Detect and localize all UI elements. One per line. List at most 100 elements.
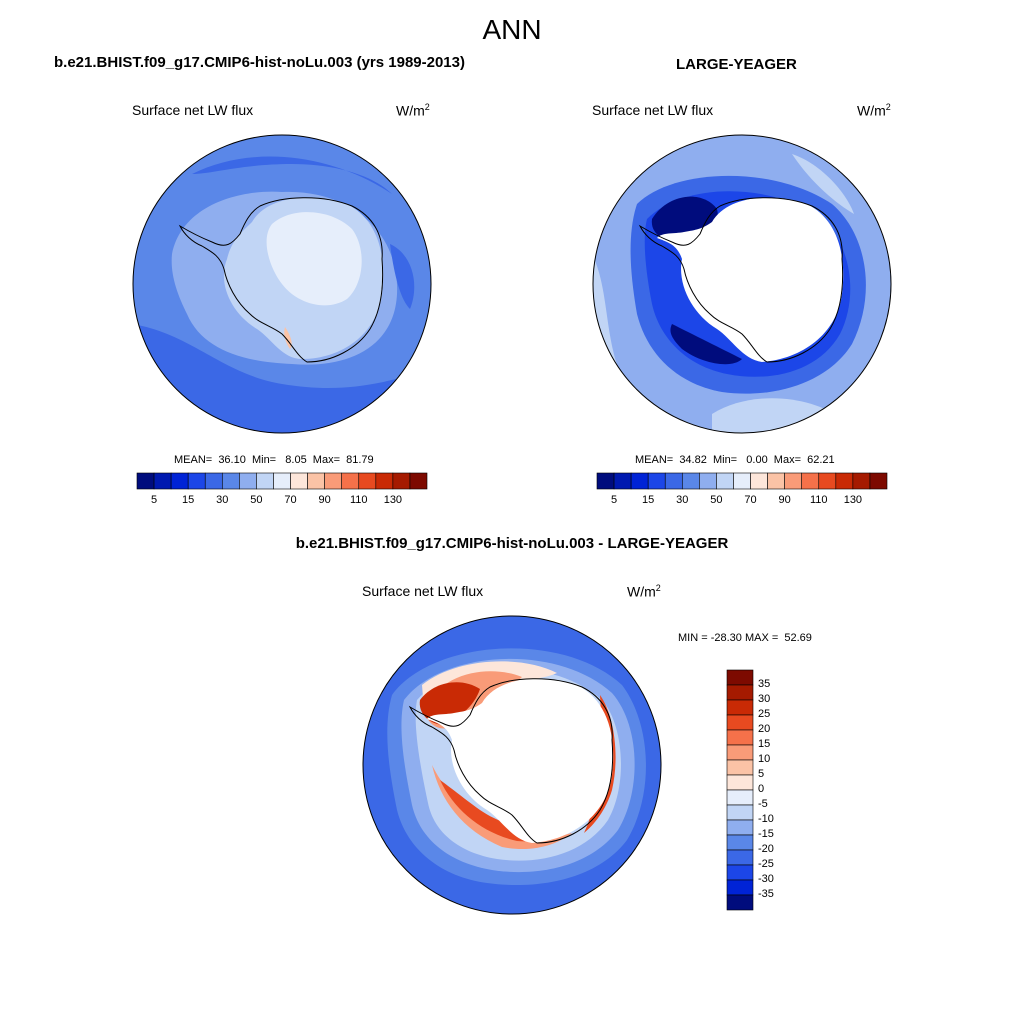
model-colorbar-box [170,472,189,490]
obs-colorbar-box [630,472,649,490]
obs-colorbar-tick-label: 70 [744,494,757,506]
diff-colorbar-tick-label: 20 [758,723,771,735]
obs-units-label: W/m2 [857,102,891,119]
model-colorbar-box [256,472,274,490]
model-colorbar-box [307,472,325,490]
diff-stats: MIN = -28.30 MAX = 52.69 [678,632,812,644]
obs-polar-map [592,134,892,434]
diff-colorbar-box [726,714,754,731]
diff-colorbar-box [726,669,754,686]
obs-colorbar-box [613,472,632,490]
model-colorbar-tick-label: 130 [383,494,403,506]
diff-colorbar-box [726,879,754,896]
model-colorbar-box [221,472,240,490]
model-colorbar-tick-label: 15 [182,494,195,506]
model-colorbar-box [204,472,223,490]
model-map-border [132,134,432,434]
diff-colorbar-box [726,684,754,701]
obs-map-border [592,134,892,434]
model-coastline [178,197,384,363]
model-polar-map [132,134,432,434]
diff-colorbar-box [726,834,754,851]
diff-colorbar-tick-label: -20 [758,843,774,855]
obs-colorbar-box [767,472,785,490]
obs-north-pale [792,154,854,214]
model-colorbar-tick-label: 30 [216,494,229,506]
obs-variable-label: Surface net LW flux [592,102,714,118]
model-colorbar-box [392,472,411,490]
model-colorbar-box [153,472,172,490]
model-colorbar-box [324,472,343,490]
diff-colorbar-box [726,699,754,716]
diff-colorbar-tick-label: -15 [758,828,774,840]
model-north-dark-band [192,156,392,194]
model-colorbar-box [341,472,360,490]
model-east-dark-patch [390,244,415,309]
diff-colorbar-tick-label: 15 [758,738,771,750]
obs-panel-title: LARGE-YEAGER [676,56,797,73]
diff-colorbar-tick-label: -10 [758,813,774,825]
model-colorbar-tick-label: 110 [349,494,368,506]
model-colorbar-box [136,472,155,490]
diff-colorbar-box [726,759,754,776]
obs-colorbar-box [784,472,803,490]
model-outer-dark-band [133,324,431,433]
diff-colorbar-tick-label: 35 [758,678,771,690]
diff-units-label: W/m2 [627,583,661,600]
obs-colorbar-tick-label: 30 [676,494,689,506]
diff-panel-title: b.e21.BHIST.f09_g17.CMIP6-hist-noLu.003 … [295,535,729,552]
obs-colorbar-box [818,472,837,490]
obs-colorbar-tick-label: 15 [642,494,655,506]
model-colorbar-box [273,472,291,490]
diff-colorbar-box [726,774,754,791]
diff-polar-map [362,615,662,915]
model-colorbar-tick-label: 90 [318,494,331,506]
model-colorbar-box [375,472,394,490]
diff-colorbar-box [726,804,754,821]
diff-variable-label: Surface net LW flux [362,583,484,599]
diff-land-mask [427,678,614,843]
diff-colorbar-tick-label: -35 [758,888,774,900]
model-colorbar-tick-label: 70 [284,494,297,506]
obs-colorbar-tick-label: 130 [843,494,863,506]
model-colorbar-tick-label: 50 [250,494,263,506]
model-colorbar [136,472,428,490]
model-colorbar-box [187,472,206,490]
diff-colorbar-box [726,729,754,746]
diff-colorbar-ticks: 35 30 25 20 15 10 5 0 -5 -10 -15 -20 -25 -30 -35 [758,670,798,910]
obs-colorbar-box [681,472,700,490]
obs-colorbar-ticks: 5 15 30 50 70 90 110 130 [597,494,887,508]
obs-colorbar-tick-label: 110 [809,494,828,506]
model-colorbar-box [290,472,308,490]
obs-colorbar-box [835,472,854,490]
diff-colorbar-box [726,864,754,881]
obs-colorbar-tick-label: 50 [710,494,723,506]
obs-colorbar [596,472,888,490]
diff-colorbar-box [726,819,754,836]
diff-colorbar [726,669,754,911]
diff-colorbar-box [726,744,754,761]
obs-land-mask [657,197,844,362]
diff-colorbar-tick-label: 5 [758,768,765,780]
diff-hot-north [419,682,480,725]
diff-colorbar-tick-label: 10 [758,753,771,765]
model-colorbar-tick-label: 5 [150,494,158,506]
obs-colorbar-tick-label: 90 [778,494,791,506]
obs-coastline [638,197,844,363]
diff-colorbar-box [726,789,754,806]
obs-stats: MEAN= 34.82 Min= 0.00 Max= 62.21 [635,454,835,466]
model-continent-pale [266,212,362,306]
diff-colorbar-tick-label: 0 [758,783,765,795]
figure-title: ANN [482,14,542,45]
obs-colorbar-box [596,472,615,490]
model-units-label: W/m2 [396,102,430,119]
diff-colorbar-tick-label: -25 [758,858,774,870]
diff-colorbar-box [726,894,754,911]
obs-colorbar-box [699,472,717,490]
diff-colorbar-tick-label: 25 [758,708,771,720]
obs-colorbar-box [647,472,666,490]
obs-colorbar-box [852,472,871,490]
diff-colorbar-tick-label: -5 [758,798,768,810]
diff-map-border [362,615,662,915]
obs-colorbar-box [750,472,768,490]
